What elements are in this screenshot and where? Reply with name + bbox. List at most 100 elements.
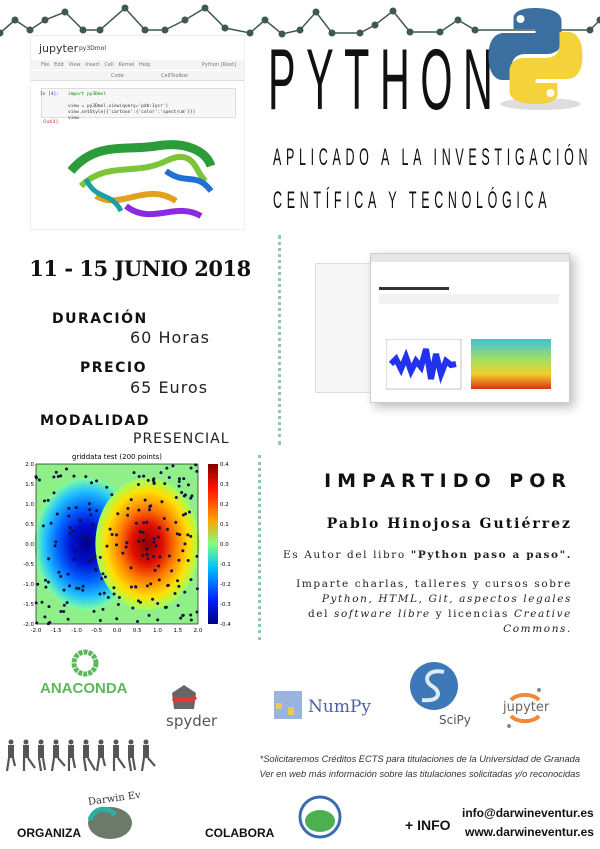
- chart-title: griddata test (200 points): [72, 453, 162, 461]
- scatter-point: [137, 508, 141, 512]
- scatter-point: [117, 596, 121, 600]
- scatter-point: [62, 588, 66, 592]
- scatter-point: [40, 600, 44, 604]
- scatter-point: [151, 597, 155, 601]
- zigzag-node: [261, 16, 269, 24]
- scatter-point: [176, 579, 180, 583]
- x-tick-label: 2.0: [194, 628, 203, 634]
- scipy-logo: SciPy: [439, 713, 471, 727]
- zigzag-node: [96, 26, 104, 34]
- scatter-point: [132, 471, 136, 475]
- scatter-point: [44, 585, 48, 589]
- scatter-point: [43, 615, 47, 619]
- scatter-point: [57, 570, 61, 574]
- scatter-point: [147, 613, 151, 617]
- x-tick-label: 1.5: [173, 628, 182, 634]
- scatter-point: [95, 479, 99, 483]
- walker-figure: [37, 739, 47, 772]
- colorbar: [208, 464, 218, 624]
- scatter-point: [112, 586, 116, 590]
- walker-figure: [67, 739, 77, 771]
- dotted-divider: [258, 455, 261, 640]
- scatter-point: [186, 533, 190, 537]
- scatter-point: [115, 543, 119, 547]
- scatter-point: [181, 614, 185, 618]
- price-label: PRECIO: [80, 360, 147, 376]
- duration-label: DURACIÓN: [52, 311, 148, 327]
- scatter-point: [178, 533, 182, 537]
- svg-text:Darwin Eventur: Darwin Eventur: [87, 790, 140, 808]
- scatter-point: [177, 480, 181, 484]
- zigzag-node: [596, 16, 600, 24]
- scatter-point: [195, 554, 199, 558]
- scatter-point: [72, 474, 76, 478]
- scatter-point: [126, 513, 130, 517]
- jupyter-notebook-screenshot: jupyter py3Dmol File Edit View Insert Ce…: [30, 35, 245, 230]
- ministry-of-silly-walks-figures: [5, 739, 156, 772]
- y-tick-label: 1.0: [25, 502, 34, 508]
- scatter-point: [170, 569, 174, 573]
- scatter-point: [46, 580, 50, 584]
- scatter-point: [47, 557, 51, 561]
- scatter-point: [189, 613, 193, 617]
- output-prompt: Out[4]:: [43, 120, 60, 125]
- scatter-point: [145, 547, 149, 551]
- scatter-point: [110, 493, 114, 497]
- scatter-point: [186, 559, 190, 563]
- scatter-point: [157, 526, 161, 530]
- y-tick-label: 1.5: [25, 482, 34, 488]
- scatter-point: [59, 610, 63, 614]
- scatter-point: [189, 618, 193, 622]
- zigzag-node: [0, 29, 4, 37]
- scatter-point: [74, 506, 78, 510]
- colorbar-tick-label: -0.3: [220, 602, 231, 608]
- scatter-point: [47, 605, 51, 609]
- scatter-point: [142, 521, 146, 525]
- walker-figure: [140, 739, 156, 772]
- scatter-point: [160, 500, 164, 504]
- scatter-point: [101, 607, 105, 611]
- scatter-point: [183, 590, 187, 594]
- x-tick-label: 0.5: [133, 628, 142, 634]
- scatter-point: [43, 578, 47, 582]
- scatter-point: [142, 474, 146, 478]
- email-link[interactable]: info@darwineventur.es: [462, 806, 594, 820]
- anaconda-logo: ANACONDA: [40, 680, 128, 697]
- scatter-point: [194, 463, 198, 467]
- speaker-name: Pablo Hinojosa Gutiérrez: [326, 516, 572, 532]
- scatter-point: [146, 557, 150, 561]
- scatter-point: [148, 508, 152, 512]
- scatter-point: [115, 533, 119, 537]
- organiza-label: ORGANIZA: [17, 826, 81, 840]
- zigzag-node: [41, 16, 49, 24]
- event-dates: 11 - 15 JUNIO 2018: [29, 256, 251, 281]
- scatter-point: [115, 617, 119, 621]
- zigzag-node: [161, 26, 169, 34]
- y-tick-label: -1.5: [23, 602, 34, 608]
- scatter-point: [56, 475, 60, 479]
- zigzag-node: [61, 8, 69, 16]
- scatter-point: [93, 567, 97, 571]
- scatter-point: [177, 584, 181, 588]
- scatter-point: [49, 521, 53, 525]
- scatter-point: [182, 477, 186, 481]
- zigzag-node: [296, 26, 304, 34]
- scatter-point: [89, 513, 93, 517]
- zigzag-node: [11, 16, 19, 24]
- scatter-point: [75, 586, 79, 590]
- jupyter-logo: jupyter: [503, 700, 550, 715]
- scatter-point: [77, 586, 81, 590]
- scatter-point: [125, 541, 129, 545]
- scatter-point: [81, 588, 85, 592]
- scatter-point: [129, 498, 133, 502]
- zigzag-node: [246, 29, 254, 37]
- zigzag-node: [312, 8, 320, 16]
- website-link[interactable]: www.darwineventur.es: [465, 825, 594, 839]
- scatter-point: [136, 482, 140, 486]
- scatter-point: [108, 527, 112, 531]
- scatter-point: [167, 476, 171, 480]
- scatter-point: [73, 549, 77, 553]
- scatter-point: [189, 496, 193, 500]
- zigzag-node: [371, 21, 379, 29]
- scatter-point: [65, 601, 69, 605]
